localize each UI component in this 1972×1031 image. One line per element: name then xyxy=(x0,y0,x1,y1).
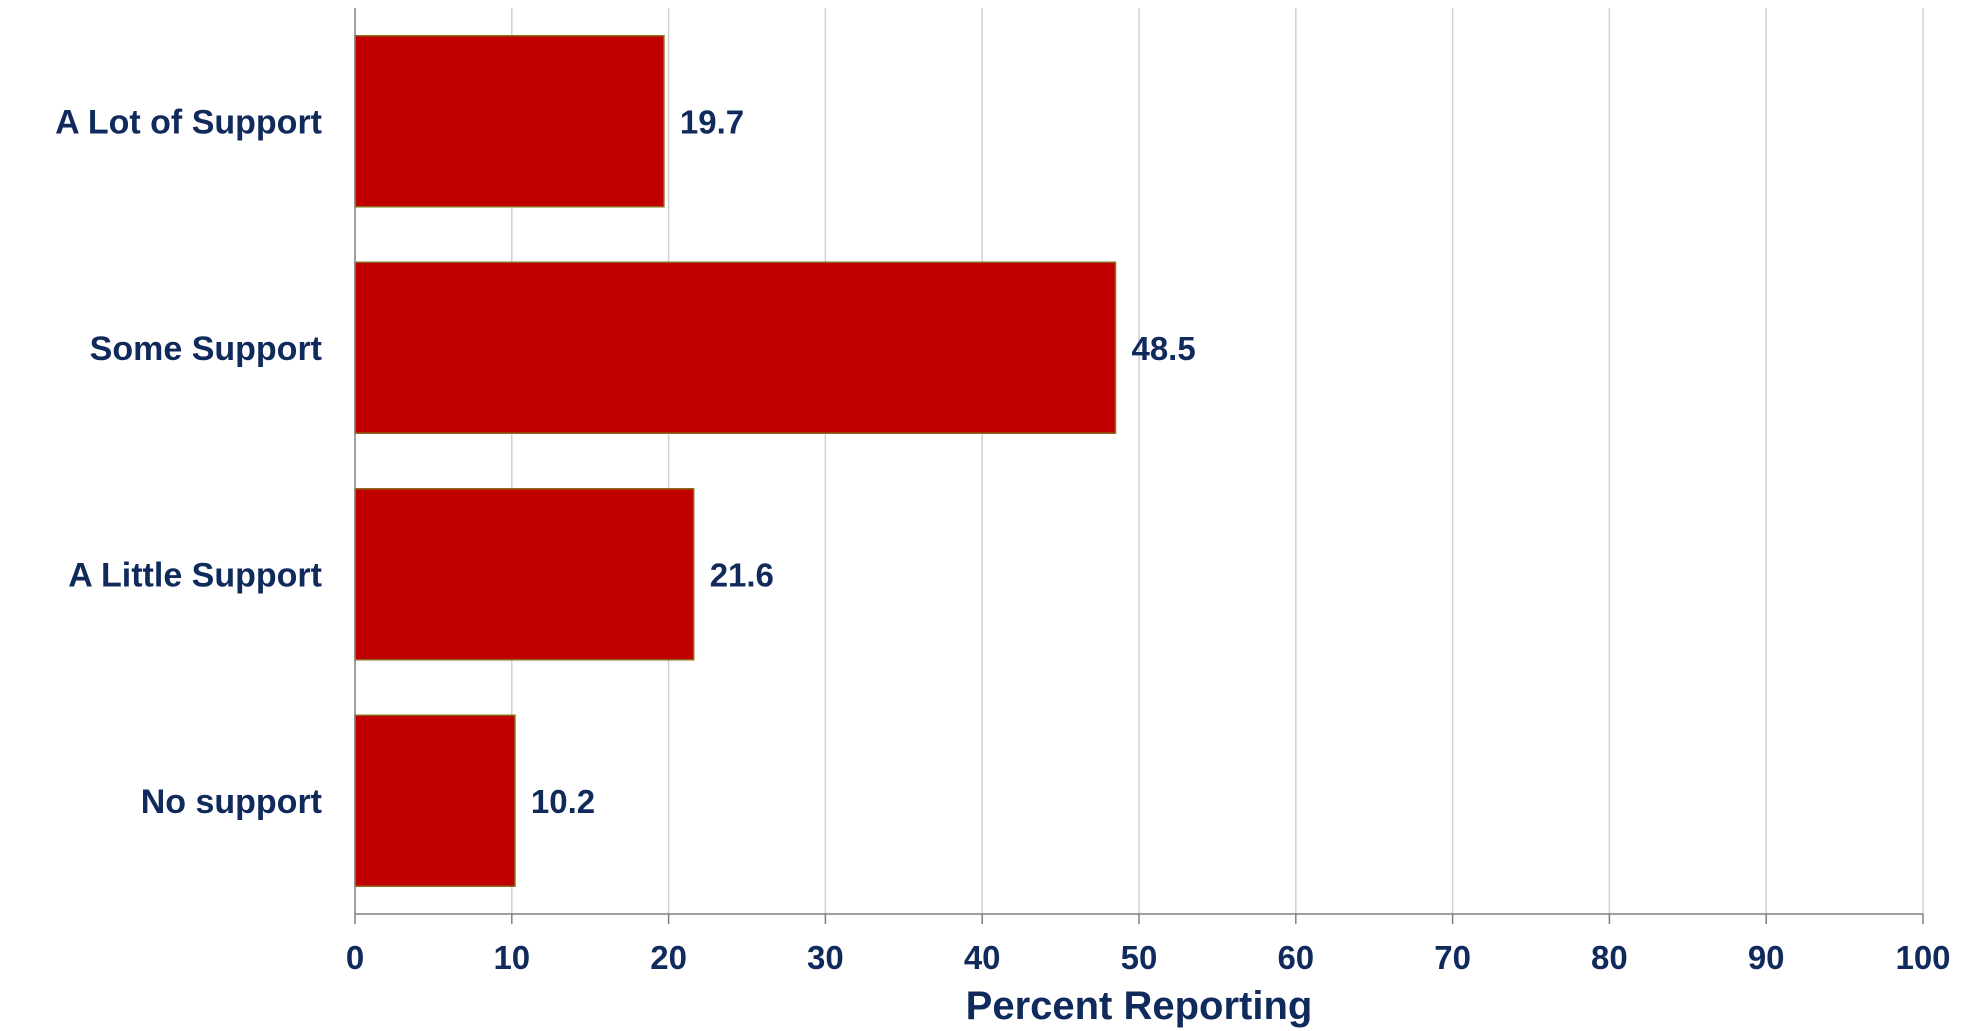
category-label-0: A Lot of Support xyxy=(55,103,322,141)
x-tick-label-70: 70 xyxy=(1434,939,1471,976)
x-tick-label-0: 0 xyxy=(346,939,364,976)
data-label-2: 21.6 xyxy=(710,556,774,593)
bars xyxy=(354,34,1117,888)
category-label-1: Some Support xyxy=(90,330,322,368)
bar-3 xyxy=(354,714,516,888)
x-tick-label-10: 10 xyxy=(493,939,530,976)
x-tick-label-60: 60 xyxy=(1277,939,1314,976)
data-label-1: 48.5 xyxy=(1131,330,1195,367)
x-tick-label-30: 30 xyxy=(807,939,844,976)
x-axis-title: Percent Reporting xyxy=(966,984,1313,1028)
labels: 0 10 20 30 40 50 60 70 80 90 100 A Lot of Support 19… xyxy=(55,103,1950,976)
bar-2 xyxy=(354,487,695,661)
x-tick-label-20: 20 xyxy=(650,939,687,976)
axes xyxy=(354,8,1924,924)
category-label-3: No support xyxy=(141,783,322,821)
gridlines xyxy=(511,8,1924,914)
bar-0 xyxy=(354,34,665,208)
data-label-3: 10.2 xyxy=(531,783,595,820)
x-tick-label-100: 100 xyxy=(1895,939,1950,976)
x-tick-label-90: 90 xyxy=(1748,939,1785,976)
x-tick-label-80: 80 xyxy=(1591,939,1628,976)
bar-1 xyxy=(354,261,1117,435)
x-tick-label-50: 50 xyxy=(1121,939,1158,976)
data-label-0: 19.7 xyxy=(680,103,744,140)
category-label-2: A Little Support xyxy=(68,556,322,594)
x-tick-label-40: 40 xyxy=(964,939,1001,976)
